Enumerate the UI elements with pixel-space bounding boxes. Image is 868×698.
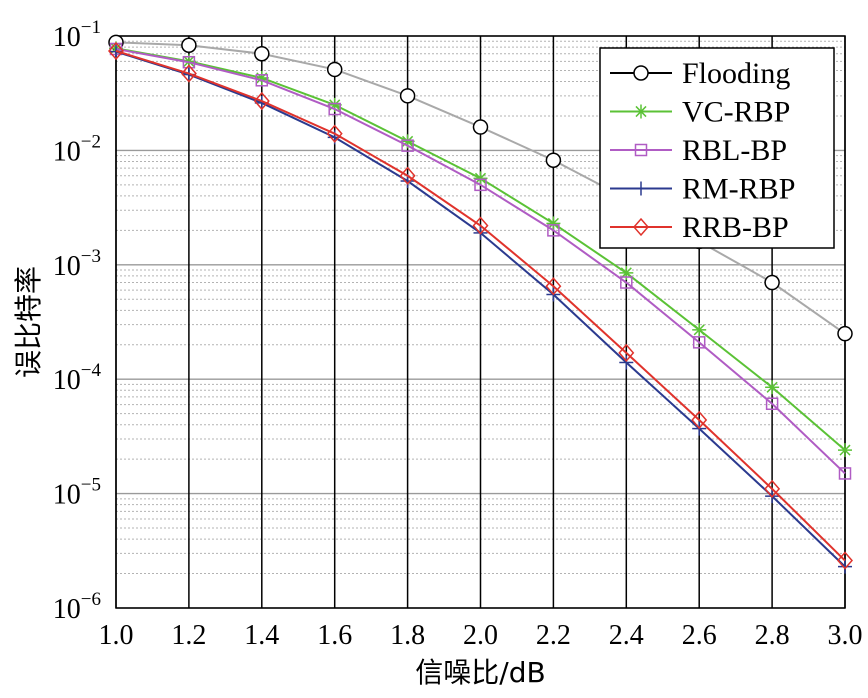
data-point <box>692 336 706 349</box>
y-tick-label: 10−1 <box>53 17 101 53</box>
x-tick-label: 2.8 <box>755 620 790 651</box>
y-axis-title: 误比特率 <box>12 266 45 378</box>
legend-marker <box>634 143 648 157</box>
data-point <box>837 551 853 570</box>
data-point <box>181 37 197 54</box>
series-rbl-bp <box>109 42 852 480</box>
data-point <box>837 325 853 342</box>
x-tick-label: 1.8 <box>390 620 425 651</box>
data-point <box>692 322 707 337</box>
data-point <box>547 224 560 237</box>
series-rrb-bp <box>108 41 853 570</box>
x-tick-label: 2.6 <box>682 620 717 651</box>
x-tick-label: 1.4 <box>244 620 279 651</box>
y-tick-label: 10−4 <box>53 360 102 396</box>
data-point <box>838 467 852 480</box>
data-point <box>618 343 635 362</box>
data-point <box>545 152 562 169</box>
data-point <box>764 274 780 291</box>
legend-item: RRB-BP <box>610 211 789 244</box>
data-point <box>474 178 487 192</box>
data-point <box>764 479 781 499</box>
data-point <box>765 397 779 411</box>
data-point <box>399 88 416 104</box>
legend-marker <box>634 104 648 119</box>
data-point <box>838 559 852 574</box>
y-tick-label: 10−5 <box>53 475 101 511</box>
plot-frame <box>115 35 846 609</box>
data-point <box>546 216 561 231</box>
data-point <box>472 119 489 135</box>
data-point <box>473 171 488 186</box>
y-tick-label: 10−3 <box>53 246 101 282</box>
series-line <box>115 48 846 475</box>
legend-label: RBL-BP <box>682 134 787 167</box>
y-tick-label: 10−6 <box>53 589 101 625</box>
x-tick-labels: 1.0 1.2 1.4 1.6 1.8 2.0 2.2 2.4 2.6 2.8 3.0 <box>99 620 863 651</box>
data-point <box>254 45 270 62</box>
legend-marker <box>634 181 648 196</box>
y-tick-labels: 10−1 10−2 10−3 10−4 10−5 10−6 <box>53 17 102 625</box>
legend-label: RRB-BP <box>682 211 789 244</box>
data-point <box>326 61 343 78</box>
data-point <box>838 443 852 458</box>
data-point <box>619 355 634 370</box>
legend-label: Flooding <box>682 57 790 90</box>
x-tick-label: 3.0 <box>828 620 863 651</box>
data-point <box>253 91 270 111</box>
data-point <box>691 410 708 430</box>
legend: Flooding VC-RBP RBL-BP RM-RBP RRB-BP <box>599 47 835 249</box>
data-point <box>399 166 416 185</box>
data-point <box>619 265 634 280</box>
series-line <box>115 50 846 562</box>
data-point <box>545 277 562 296</box>
data-point <box>401 139 414 152</box>
x-tick-label: 2.4 <box>609 620 644 651</box>
legend-label: VC-RBP <box>682 96 790 129</box>
legend-item: RBL-BP <box>610 134 787 167</box>
legend-marker <box>633 65 649 81</box>
x-axis-title: 信噪比/dB <box>415 656 545 689</box>
y-tick-label: 10−2 <box>53 131 101 167</box>
x-tick-label: 2.2 <box>536 620 571 651</box>
legend-label: RM-RBP <box>682 173 795 206</box>
data-point <box>765 380 780 395</box>
legend-item: Flooding <box>610 57 790 90</box>
series-layer <box>108 34 853 574</box>
data-point <box>108 41 124 61</box>
legend-item: RM-RBP <box>610 173 795 206</box>
data-point <box>326 124 343 143</box>
legend-item: VC-RBP <box>610 96 790 129</box>
data-point <box>328 102 341 116</box>
data-point <box>472 216 489 235</box>
x-tick-label: 2.0 <box>463 620 498 651</box>
data-point <box>620 276 633 289</box>
x-tick-label: 1.2 <box>171 620 206 651</box>
x-tick-label: 1.0 <box>99 620 134 651</box>
data-point <box>255 74 269 87</box>
legend-marker <box>633 217 649 237</box>
legend-box <box>599 47 835 249</box>
data-point <box>180 64 197 83</box>
x-tick-label: 1.6 <box>317 620 352 651</box>
